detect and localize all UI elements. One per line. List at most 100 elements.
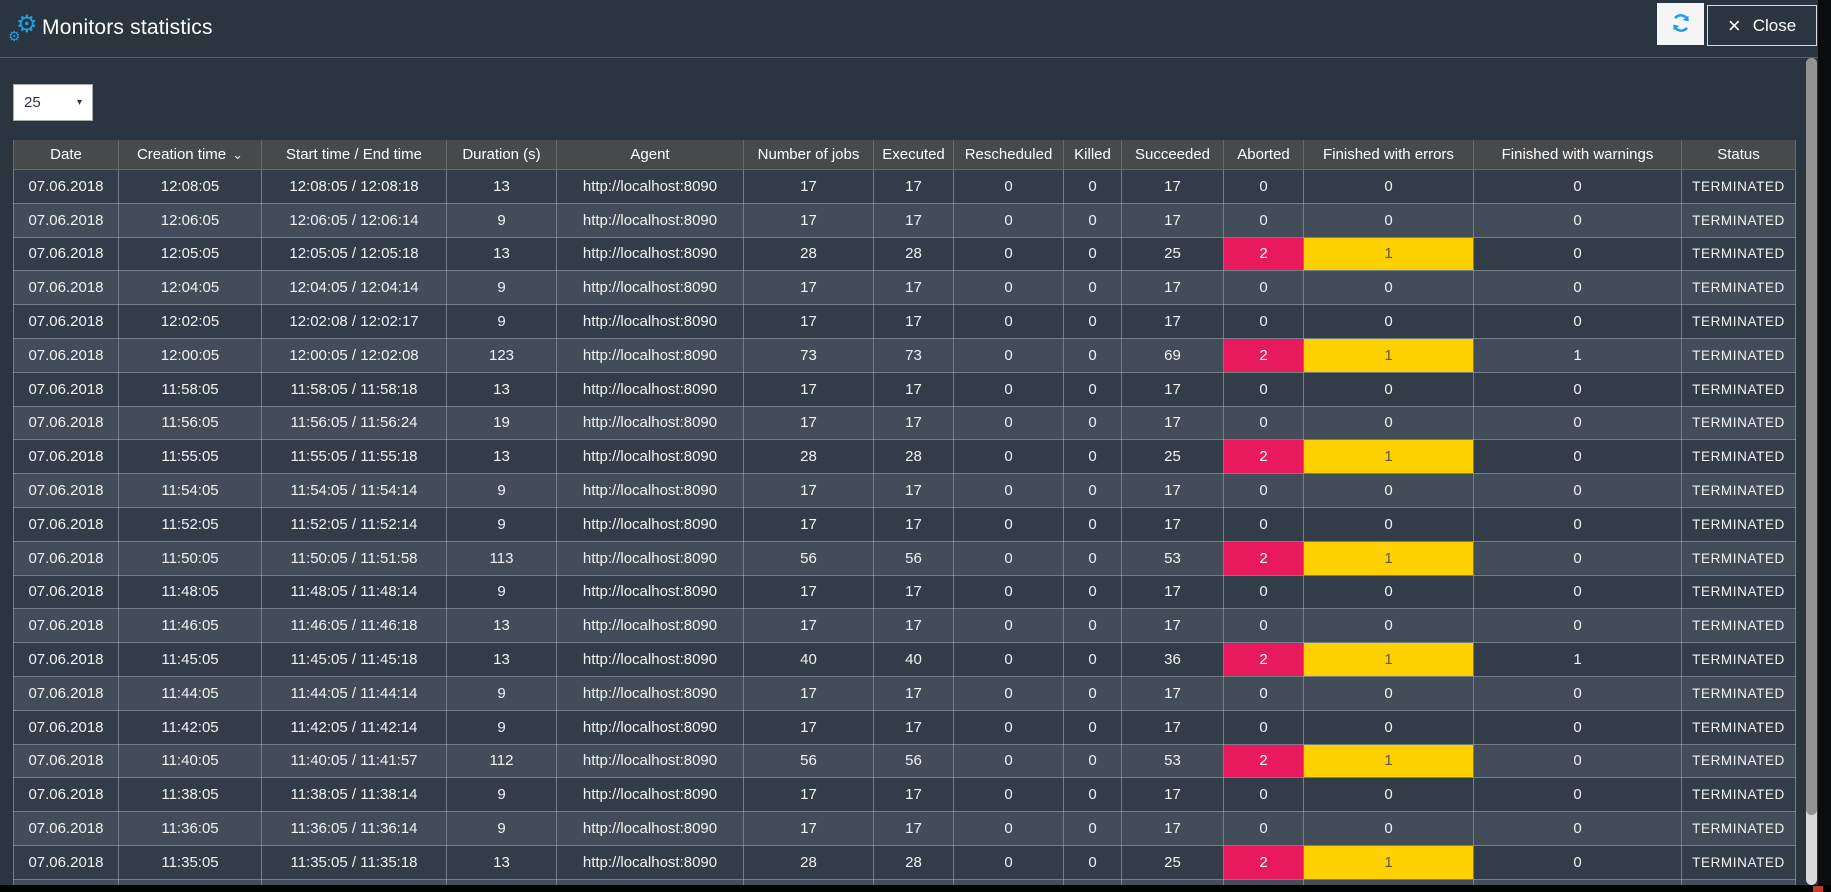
cell-rescheduled: 0 bbox=[953, 777, 1064, 813]
column-header-agent[interactable]: Agent bbox=[556, 140, 744, 170]
cell-killed: 0 bbox=[1063, 169, 1122, 204]
column-header-duration-s[interactable]: Duration (s) bbox=[446, 140, 557, 170]
table-row[interactable]: 07.06.2018 11:45:05 11:45:05 / 11:45:18 13 h… bbox=[13, 642, 1796, 677]
cell-finished-with-warnings: 0 bbox=[1473, 743, 1682, 779]
cell-date: 07.06.2018 bbox=[13, 540, 119, 576]
cell-status: TERMINATED bbox=[1681, 574, 1796, 610]
cell-finished-with-errors: 0 bbox=[1303, 675, 1474, 711]
table-row[interactable]: 07.06.2018 11:50:05 11:50:05 / 11:51:58 113… bbox=[13, 540, 1796, 576]
table-row[interactable]: 07.06.2018 12:08:05 12:08:05 / 12:08:18 13 h… bbox=[13, 169, 1796, 204]
table-row[interactable]: 07.06.2018 12:06:05 12:06:05 / 12:06:14 9 ht… bbox=[13, 202, 1796, 238]
table-row[interactable]: 07.06.2018 11:55:05 11:55:05 / 11:55:18 13 h… bbox=[13, 439, 1796, 475]
cell-killed: 0 bbox=[1063, 743, 1122, 779]
desktop-background-right bbox=[1818, 0, 1831, 892]
cell-finished-with-warnings: 0 bbox=[1473, 405, 1682, 441]
table-row[interactable]: 07.06.2018 11:58:05 11:58:05 / 11:58:18 13 h… bbox=[13, 371, 1796, 407]
cell-creation-time: 11:52:05 bbox=[118, 506, 262, 542]
cell-agent: http://localhost:8090 bbox=[556, 506, 744, 542]
cell-rescheduled: 0 bbox=[953, 371, 1064, 407]
cell-duration-s: 9 bbox=[446, 675, 557, 711]
cell-number-of-jobs: 17 bbox=[743, 473, 874, 508]
table-row[interactable]: 07.06.2018 11:48:05 11:48:05 / 11:48:14 9 ht… bbox=[13, 574, 1796, 610]
cell-succeeded: 17 bbox=[1121, 506, 1224, 542]
cell-creation-time: 11:46:05 bbox=[118, 608, 262, 644]
cell-aborted: 2 bbox=[1223, 439, 1304, 475]
table-row[interactable]: 07.06.2018 12:05:05 12:05:05 / 12:05:18 13 h… bbox=[13, 236, 1796, 272]
cell-executed: 17 bbox=[873, 270, 954, 306]
cell-start-time-end-time: 12:02:08 / 12:02:17 bbox=[261, 304, 447, 339]
sort-desc-icon: ⌄ bbox=[232, 147, 244, 162]
column-header-rescheduled[interactable]: Rescheduled bbox=[953, 140, 1064, 170]
column-header-status[interactable]: Status bbox=[1681, 140, 1796, 170]
cell-start-time-end-time: 11:54:05 / 11:54:14 bbox=[261, 473, 447, 508]
cell-aborted: 0 bbox=[1223, 473, 1304, 508]
column-header-date[interactable]: Date bbox=[13, 140, 119, 170]
table-row[interactable]: 07.06.2018 11:52:05 11:52:05 / 11:52:14 9 ht… bbox=[13, 506, 1796, 542]
table-row[interactable]: 07.06.2018 11:46:05 11:46:05 / 11:46:18 13 h… bbox=[13, 608, 1796, 644]
refresh-button[interactable] bbox=[1657, 3, 1704, 45]
cell-agent: http://localhost:8090 bbox=[556, 811, 744, 846]
vertical-scrollbar[interactable] bbox=[1806, 58, 1817, 885]
cell-rescheduled: 0 bbox=[953, 506, 1064, 542]
column-header-succeeded[interactable]: Succeeded bbox=[1121, 140, 1224, 170]
cell-succeeded: 17 bbox=[1121, 304, 1224, 339]
cell-finished-with-errors: 0 bbox=[1303, 811, 1474, 846]
column-header-finished-with-errors[interactable]: Finished with errors bbox=[1303, 140, 1474, 170]
table-row[interactable]: 07.06.2018 11:42:05 11:42:05 / 11:42:14 9 ht… bbox=[13, 709, 1796, 745]
cell-killed: 0 bbox=[1063, 642, 1122, 677]
table-row[interactable]: 07.06.2018 12:02:05 12:02:08 / 12:02:17 9 ht… bbox=[13, 304, 1796, 339]
cell-status: TERMINATED bbox=[1681, 844, 1796, 880]
table-row[interactable]: 07.06.2018 12:00:05 12:00:05 / 12:02:08 123… bbox=[13, 337, 1796, 373]
cell-date: 07.06.2018 bbox=[13, 304, 119, 339]
cell-agent: http://localhost:8090 bbox=[556, 371, 744, 407]
cell-agent: http://localhost:8090 bbox=[556, 304, 744, 339]
cell-number-of-jobs: 17 bbox=[743, 371, 874, 407]
cell-executed: 28 bbox=[873, 844, 954, 880]
cell-status: TERMINATED bbox=[1681, 878, 1796, 885]
cell-finished-with-errors: 0 bbox=[1303, 202, 1474, 238]
column-header-number-of-jobs[interactable]: Number of jobs bbox=[743, 140, 874, 170]
cell-start-time-end-time: 12:00:05 / 12:02:08 bbox=[261, 337, 447, 373]
cell-killed: 0 bbox=[1063, 574, 1122, 610]
table-row[interactable]: 07.06.2018 11:38:05 11:38:05 / 11:38:14 9 ht… bbox=[13, 777, 1796, 813]
column-header-creation-time[interactable]: Creation time ⌄ bbox=[118, 140, 262, 170]
table-row[interactable]: 07.06.2018 11:54:05 11:54:05 / 11:54:14 9 ht… bbox=[13, 473, 1796, 508]
table-row[interactable]: 07.06.2018 11:44:05 11:44:05 / 11:44:14 9 ht… bbox=[13, 675, 1796, 711]
cell-creation-time: 12:02:05 bbox=[118, 304, 262, 339]
cell-start-time-end-time: 11:36:05 / 11:36:14 bbox=[261, 811, 447, 846]
scrollbar-thumb[interactable] bbox=[1806, 58, 1817, 815]
cell-agent: http://localhost:8090 bbox=[556, 439, 744, 475]
cell-date: 07.06.2018 bbox=[13, 473, 119, 508]
cell-agent: http://localhost:8090 bbox=[556, 743, 744, 779]
table-row[interactable]: 07.06.2018 11:56:05 11:56:05 / 11:56:24 19 h… bbox=[13, 405, 1796, 441]
table-row[interactable]: 07.06.2018 11:35:05 11:35:05 / 11:35:18 13 h… bbox=[13, 844, 1796, 880]
cell-start-time-end-time: 11:55:05 / 11:55:18 bbox=[261, 439, 447, 475]
cell-agent: http://localhost:8090 bbox=[556, 642, 744, 677]
column-header-start-time-end-time[interactable]: Start time / End time bbox=[261, 140, 447, 170]
cell-status: TERMINATED bbox=[1681, 304, 1796, 339]
page-size-select[interactable]: 25 ▾ bbox=[13, 84, 93, 121]
column-header-aborted[interactable]: Aborted bbox=[1223, 140, 1304, 170]
cell-duration-s: 9 bbox=[446, 777, 557, 813]
column-header-finished-with-warnings[interactable]: Finished with warnings bbox=[1473, 140, 1682, 170]
table-row[interactable]: 07.06.2018 11:36:05 11:36:05 / 11:36:14 9 ht… bbox=[13, 811, 1796, 846]
cell-number-of-jobs: 17 bbox=[743, 811, 874, 846]
cell-date: 07.06.2018 bbox=[13, 608, 119, 644]
cell-duration-s: 13 bbox=[446, 439, 557, 475]
cell-start-time-end-time: 12:04:05 / 12:04:14 bbox=[261, 270, 447, 306]
cell-executed: 17 bbox=[873, 304, 954, 339]
close-icon: × bbox=[1727, 12, 1741, 38]
cell-executed: 17 bbox=[873, 506, 954, 542]
cell-killed: 0 bbox=[1063, 811, 1122, 846]
cell-rescheduled: 0 bbox=[953, 202, 1064, 238]
cell-aborted: 0 bbox=[1223, 202, 1304, 238]
table-row[interactable]: 07.06.2018 12:04:05 12:04:05 / 12:04:14 9 ht… bbox=[13, 270, 1796, 306]
column-header-executed[interactable]: Executed bbox=[873, 140, 954, 170]
cell-aborted: 0 bbox=[1223, 777, 1304, 813]
cell-number-of-jobs: 56 bbox=[743, 743, 874, 779]
cell-executed: 17 bbox=[873, 709, 954, 745]
column-header-killed[interactable]: Killed bbox=[1063, 140, 1122, 170]
table-row[interactable]: 07.06.2018 11:40:05 11:40:05 / 11:41:57 112… bbox=[13, 743, 1796, 779]
close-button[interactable]: × Close bbox=[1707, 5, 1817, 46]
